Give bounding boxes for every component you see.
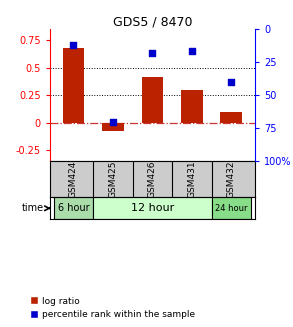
Text: GSM431: GSM431	[187, 161, 196, 198]
Bar	[63, 48, 84, 123]
Bar	[181, 90, 203, 123]
Bar	[220, 112, 242, 123]
Point	[190, 48, 194, 53]
Text: time: time	[22, 203, 44, 213]
Bar	[212, 198, 251, 219]
Bar	[142, 77, 163, 123]
Text: GSM425: GSM425	[108, 161, 117, 198]
Text: GSM426: GSM426	[148, 161, 157, 198]
Point	[229, 80, 234, 85]
Point	[110, 119, 115, 125]
Text: GSM424: GSM424	[69, 161, 78, 198]
Text: 6 hour: 6 hour	[58, 203, 89, 213]
Bar	[93, 198, 212, 219]
Bar	[102, 123, 124, 131]
Point	[150, 51, 155, 56]
Title: GDS5 / 8470: GDS5 / 8470	[113, 15, 192, 28]
Point	[71, 43, 76, 48]
Legend: log ratio, percentile rank within the sample: log ratio, percentile rank within the sa…	[31, 297, 195, 319]
Text: 12 hour: 12 hour	[131, 203, 174, 213]
Text: 24 hour: 24 hour	[215, 204, 248, 213]
Text: GSM432: GSM432	[227, 161, 236, 198]
Bar	[54, 198, 93, 219]
